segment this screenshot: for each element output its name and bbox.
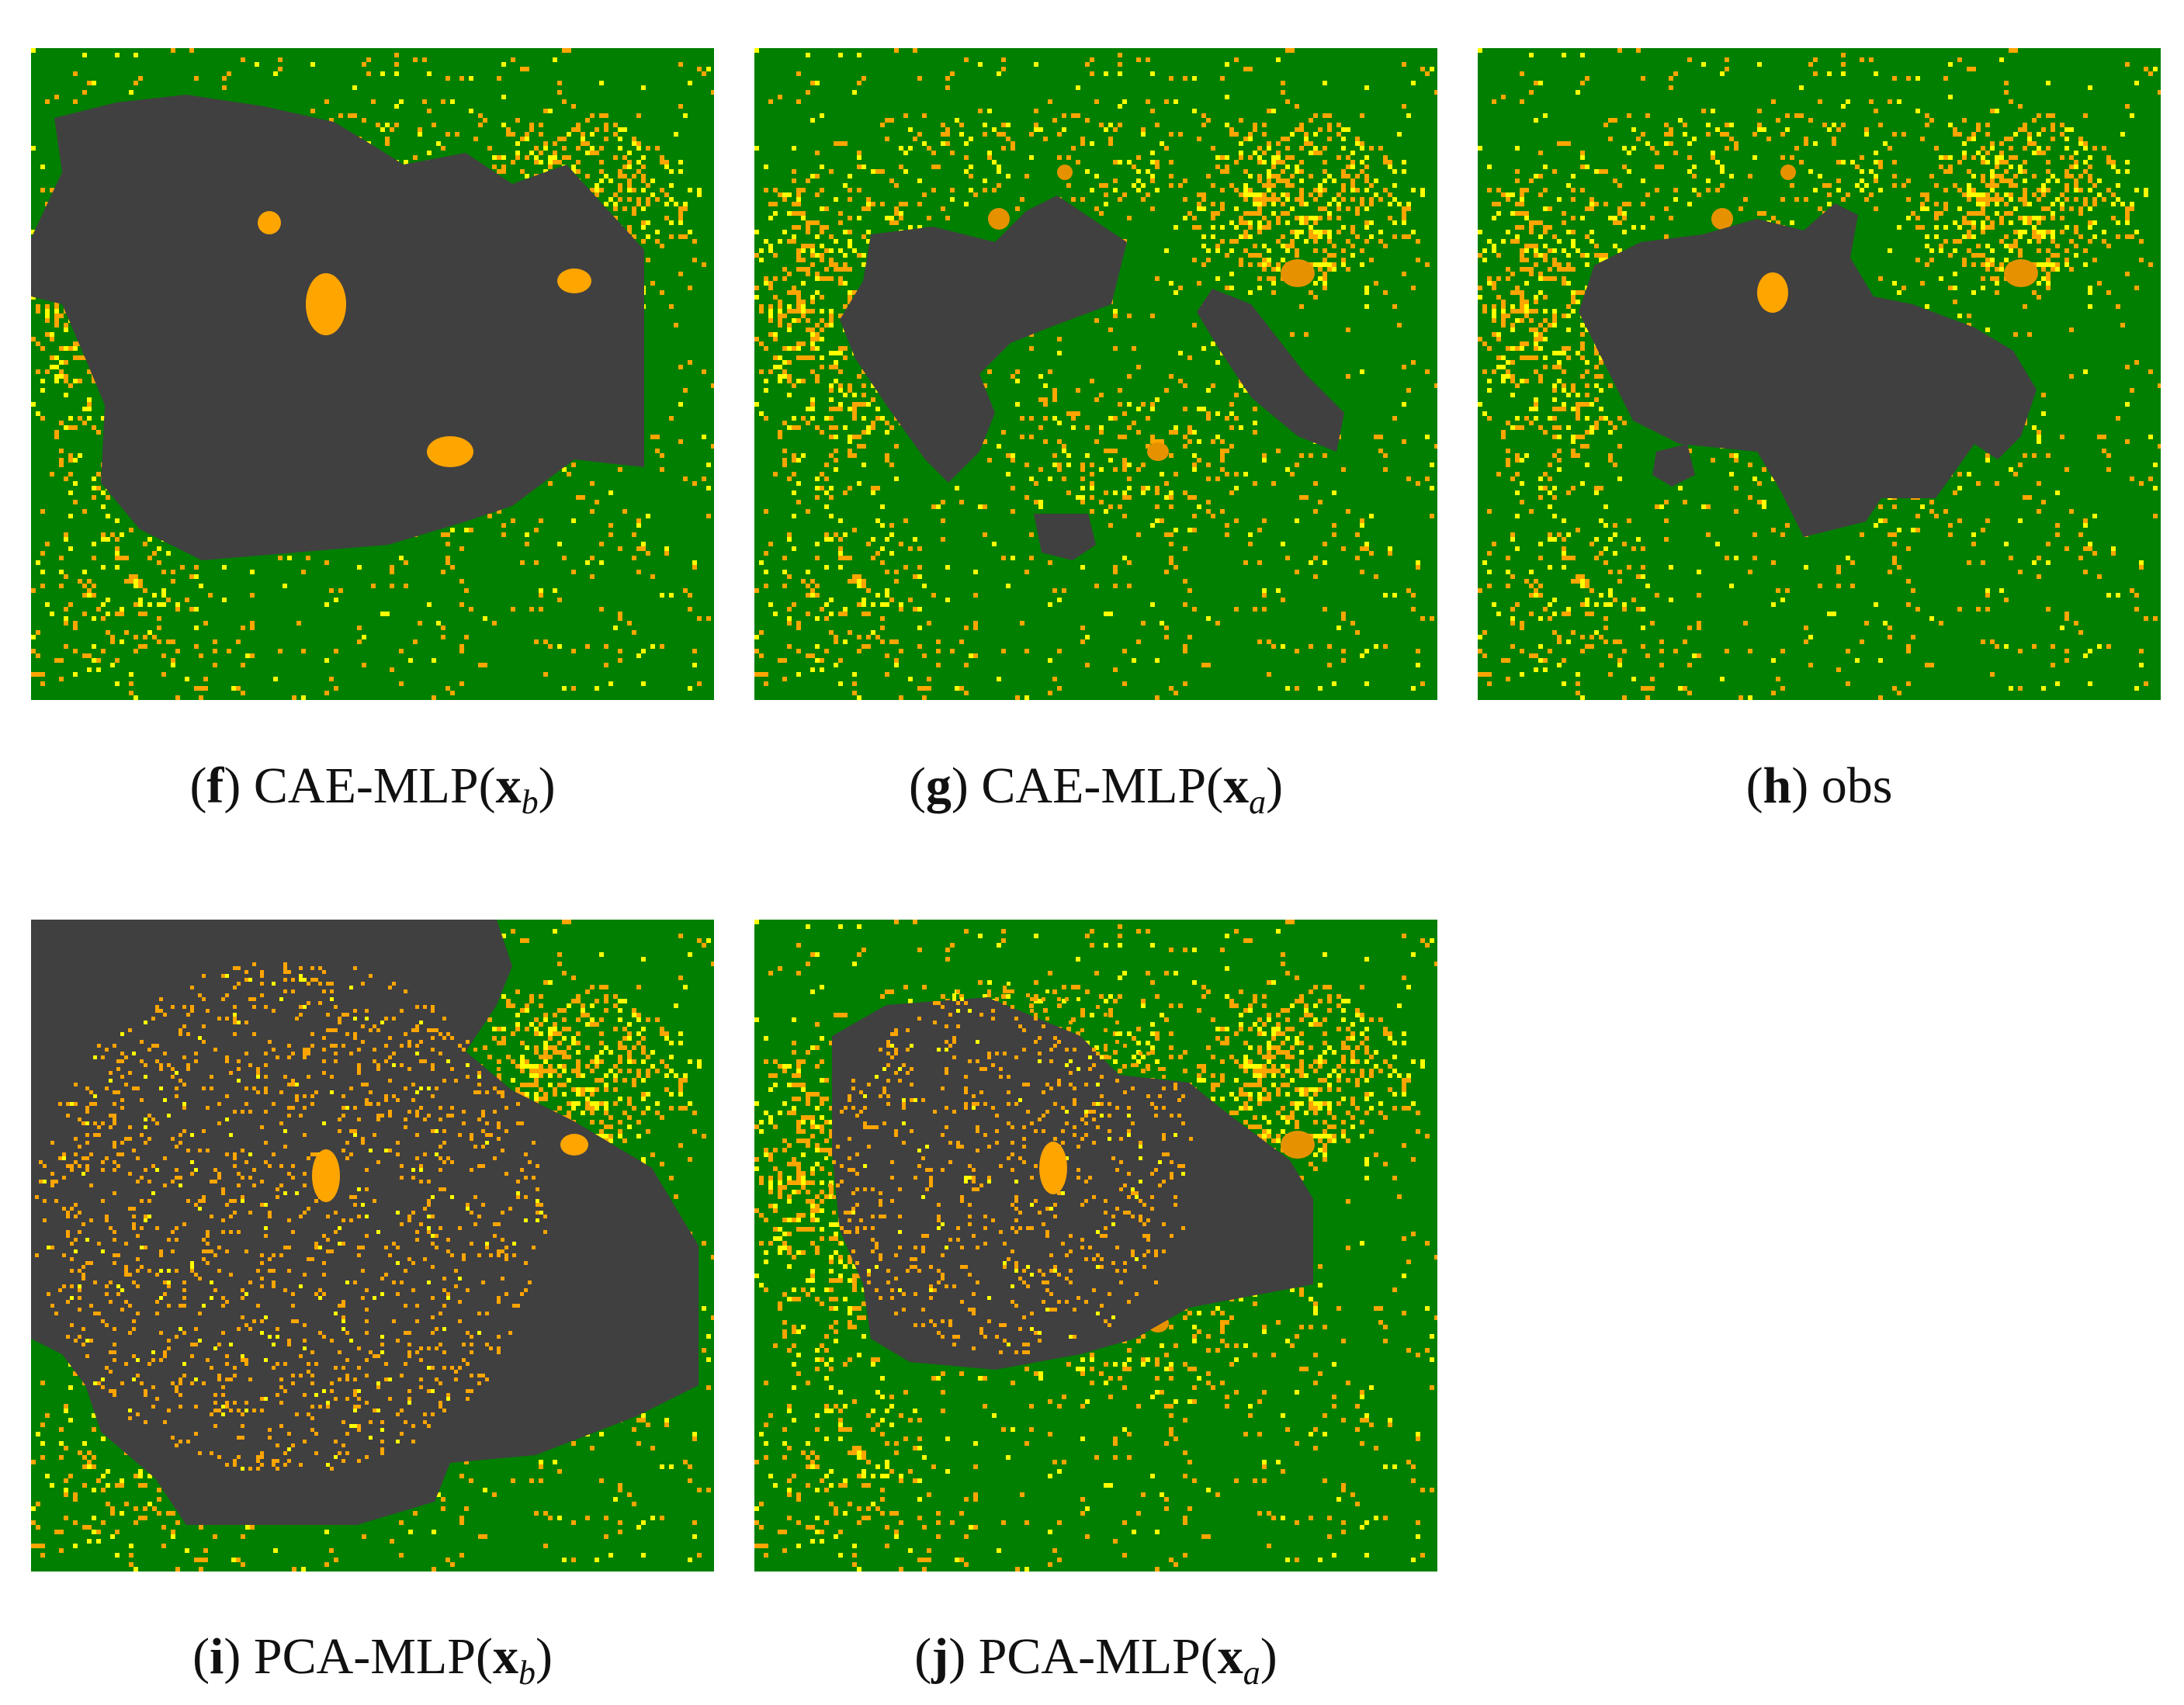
caption-f-sub: b bbox=[521, 783, 539, 821]
caption-j-sub: a bbox=[1243, 1654, 1260, 1692]
map-g-svg bbox=[754, 48, 1437, 700]
caption-h: (h) obs bbox=[1745, 757, 1893, 814]
speckle-texture bbox=[824, 982, 1193, 1354]
map-f-svg bbox=[31, 48, 714, 700]
burned-area bbox=[1034, 514, 1096, 560]
burned-area bbox=[31, 920, 699, 1525]
caption-i-sub: b bbox=[518, 1654, 536, 1692]
caption-f-close: ) bbox=[538, 757, 556, 814]
burned-area bbox=[1652, 444, 1695, 487]
caption-i-letter: i bbox=[210, 1628, 224, 1685]
map-i-svg bbox=[31, 920, 714, 1572]
caption-i: (i) PCA-MLP(xb) bbox=[192, 1628, 553, 1692]
caption-j-letter: j bbox=[931, 1628, 949, 1685]
map-h bbox=[1478, 48, 2161, 700]
caption-f-model: CAE-MLP( bbox=[253, 757, 496, 814]
caption-g: (g) CAE-MLP(xa) bbox=[908, 757, 1284, 821]
caption-f-vec: x bbox=[495, 757, 522, 814]
burned-area bbox=[1579, 203, 2037, 537]
map-j bbox=[754, 920, 1437, 1572]
map-h-svg bbox=[1478, 48, 2161, 700]
caption-g-model: CAE-MLP( bbox=[981, 757, 1224, 814]
caption-f-letter: f bbox=[206, 757, 224, 814]
caption-h-model: obs bbox=[1821, 757, 1893, 814]
map-i bbox=[31, 920, 714, 1572]
caption-j: (j) PCA-MLP(xa) bbox=[914, 1628, 1277, 1692]
caption-h-letter: h bbox=[1763, 757, 1792, 814]
caption-f: (f) CAE-MLP(xb) bbox=[189, 757, 556, 821]
map-f bbox=[31, 48, 714, 700]
speckle-texture bbox=[35, 962, 547, 1471]
caption-i-close: ) bbox=[535, 1628, 553, 1685]
map-j-svg bbox=[754, 920, 1437, 1572]
caption-g-letter: g bbox=[925, 757, 952, 814]
terrain-texture bbox=[754, 48, 1437, 700]
map-g bbox=[754, 48, 1437, 700]
burned-area bbox=[1197, 289, 1344, 452]
burned-area bbox=[840, 196, 1127, 483]
caption-i-model: PCA-MLP( bbox=[253, 1628, 493, 1685]
caption-g-sub: a bbox=[1249, 783, 1267, 821]
burned-area bbox=[832, 997, 1313, 1370]
caption-i-vec: x bbox=[492, 1628, 518, 1685]
caption-g-vec: x bbox=[1223, 757, 1250, 814]
caption-j-model: PCA-MLP( bbox=[978, 1628, 1218, 1685]
caption-g-close: ) bbox=[1266, 757, 1284, 814]
caption-j-close: ) bbox=[1260, 1628, 1277, 1685]
caption-j-vec: x bbox=[1217, 1628, 1243, 1685]
